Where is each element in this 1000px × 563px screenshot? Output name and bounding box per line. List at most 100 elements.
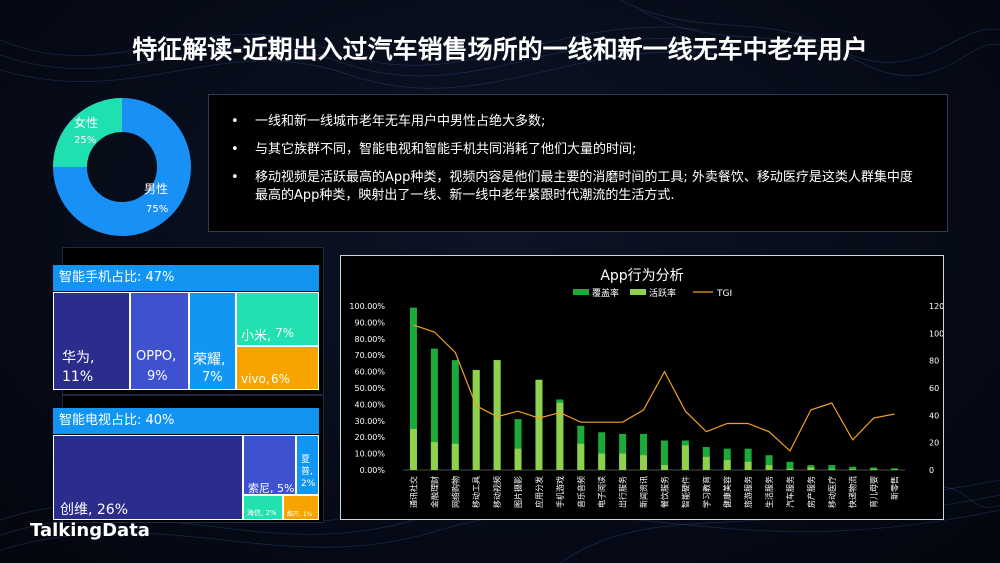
- bar-coverage: [744, 448, 752, 470]
- bar-active: [828, 469, 836, 470]
- x-tick-label: 金融理财: [429, 476, 439, 508]
- tv-brand-skyworth: 创维, 26%: [53, 435, 243, 520]
- bar-active: [660, 465, 668, 470]
- bar-coverage: [660, 440, 668, 470]
- x-tick-label: 学习教育: [701, 476, 711, 508]
- y-left-tick-label: 10.00%: [354, 450, 385, 459]
- y-left-tick-label: 100.00%: [349, 302, 385, 311]
- x-tick-label: 旅游服务: [743, 476, 753, 508]
- chart-title: App行为分析: [600, 268, 683, 284]
- x-tick-label: 餐饮服务: [659, 476, 669, 508]
- bar-coverage: [640, 433, 648, 470]
- app-behavior-chart-panel: App行为分析 覆盖率 活跃率 TGI 0.00% 10.00% 20.00% 30.…: [340, 255, 944, 520]
- bar-active: [681, 445, 689, 470]
- bar-active: [744, 461, 752, 470]
- phone-brand-huawei: 华为, 11%: [53, 292, 130, 390]
- bar-active: [765, 465, 773, 470]
- bar-coverage: [786, 461, 794, 470]
- y-left-tick-label: 80.00%: [354, 335, 385, 344]
- bar-active: [430, 442, 438, 470]
- y-left-tick-label: 90.00%: [354, 318, 385, 327]
- x-tick-label: 智能硬件: [680, 476, 690, 508]
- x-tick-label: 图片摄影: [513, 476, 523, 508]
- bar-coverage: [870, 467, 878, 470]
- note-item: 移动视频是活跃最高的App种类，视频内容是他们最主要的消磨时间的工具; 外卖餐饮…: [231, 169, 925, 205]
- tv-treemap-header: 智能电视占比: 40%: [53, 408, 319, 434]
- y-right-tick-label: 100: [929, 329, 943, 338]
- x-tick-label: 移动工具: [471, 476, 481, 508]
- bar-active: [556, 402, 564, 470]
- x-tick-label: 生活服务: [764, 476, 774, 508]
- x-tick-label: 网络购物: [450, 476, 460, 508]
- bar-active: [535, 379, 543, 470]
- y-left-tick-label: 70.00%: [354, 351, 385, 360]
- x-tick-label: 出行服务: [618, 476, 628, 508]
- x-tick-label: 移动医疗: [827, 476, 837, 508]
- y-right-tick-label: 0: [929, 466, 934, 475]
- bar-coverage: [514, 419, 522, 470]
- female-label: 女性: [74, 115, 98, 130]
- bar-active: [619, 453, 627, 470]
- x-tick-label: 汽车服务: [785, 476, 795, 508]
- bar-active: [409, 429, 417, 470]
- x-tick-label: 新零售: [890, 476, 900, 500]
- y-right-tick-label: 80: [929, 357, 939, 366]
- app-behavior-chart: App行为分析 覆盖率 活跃率 TGI 0.00% 10.00% 20.00% 30.…: [349, 268, 944, 508]
- y-right-tick-label: 120: [929, 302, 943, 311]
- bar-active: [577, 443, 585, 470]
- bar-active: [472, 369, 480, 470]
- note-item: 与其它族群不同，智能电视和智能手机共同消耗了他们大量的时间;: [231, 141, 925, 159]
- x-tick-label: 音乐音频: [576, 476, 586, 508]
- phone-brand-honor: 荣耀, 7%: [189, 292, 236, 390]
- x-tick-label: 应用分发: [534, 476, 544, 508]
- bar-active: [702, 456, 710, 470]
- y-left-tick-label: 40.00%: [354, 400, 385, 409]
- y-right-tick-label: 20: [929, 439, 939, 448]
- donut-female-segment: [53, 98, 123, 168]
- bar-active: [870, 469, 878, 470]
- legend-active-label: 活跃率: [649, 287, 676, 299]
- gender-donut-chart: 女性 25% 男性 75%: [53, 98, 191, 236]
- talkingdata-logo: TalkingData: [30, 520, 150, 541]
- x-tick-label: 健康美容: [722, 476, 732, 508]
- legend-active-swatch: [630, 289, 646, 295]
- x-tick-label: 育儿母婴: [869, 476, 879, 508]
- y-left-tick-label: 50.00%: [354, 384, 385, 393]
- bar-coverage: [849, 466, 857, 470]
- bar-active: [640, 455, 648, 470]
- x-tick-label: 房产服务: [806, 476, 816, 508]
- bar-active: [723, 460, 731, 470]
- y-left-tick-label: 0.00%: [360, 466, 386, 475]
- bar-coverage: [430, 348, 438, 470]
- bar-coverage: [451, 360, 459, 470]
- insight-notes-panel: 一线和新一线城市老年无车用户中男性占绝大多数; 与其它族群不同，智能电视和智能手…: [208, 94, 948, 232]
- tgi-line: [413, 324, 895, 452]
- bar-active: [598, 453, 606, 470]
- y-left-tick-label: 20.00%: [354, 433, 385, 442]
- y-left-tick-label: 60.00%: [354, 368, 385, 377]
- x-tick-label: 电子阅读: [597, 476, 607, 508]
- male-percent: 75%: [146, 204, 168, 215]
- bar-active: [493, 360, 501, 470]
- bar-active: [849, 469, 857, 470]
- phone-brand-vivo: vivo, 6%: [236, 346, 319, 390]
- bar-coverage: [891, 468, 899, 470]
- x-tick-label: 通讯社交: [408, 476, 418, 508]
- x-tick-label: 快递物流: [848, 476, 858, 508]
- tv-brand-sharp: 夏普, 2%: [296, 435, 319, 495]
- bar-active: [786, 468, 794, 470]
- bar-coverage: [598, 432, 606, 470]
- legend-coverage-label: 覆盖率: [592, 287, 619, 299]
- female-percent: 25%: [74, 135, 96, 146]
- page-title: 特征解读-近期出入过汽车销售场所的一线和新一线无车中老年用户: [132, 35, 868, 64]
- bar-coverage: [828, 465, 836, 470]
- phone-treemap-header: 智能手机占比: 47%: [53, 265, 319, 291]
- legend-coverage-swatch: [573, 289, 589, 295]
- tv-brand-sony: 索尼, 5%: [243, 435, 296, 495]
- bar-active: [807, 467, 815, 470]
- x-tick-label: 新闻资讯: [639, 476, 649, 508]
- y-right-tick-label: 40: [929, 411, 939, 420]
- bar-active: [514, 448, 522, 470]
- chart-legend: 覆盖率 活跃率 TGI: [573, 287, 732, 299]
- x-tick-label: 手机游戏: [555, 476, 565, 508]
